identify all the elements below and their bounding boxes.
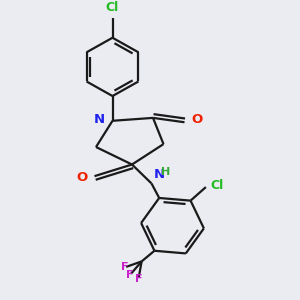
Text: O: O	[77, 171, 88, 184]
Text: O: O	[191, 113, 202, 126]
Text: F: F	[135, 274, 142, 284]
Text: F: F	[126, 270, 134, 280]
Text: H: H	[161, 167, 170, 177]
Text: N: N	[94, 113, 105, 126]
Text: Cl: Cl	[210, 179, 224, 192]
Text: F: F	[121, 262, 128, 272]
Text: N: N	[154, 167, 165, 181]
Text: Cl: Cl	[106, 1, 119, 14]
